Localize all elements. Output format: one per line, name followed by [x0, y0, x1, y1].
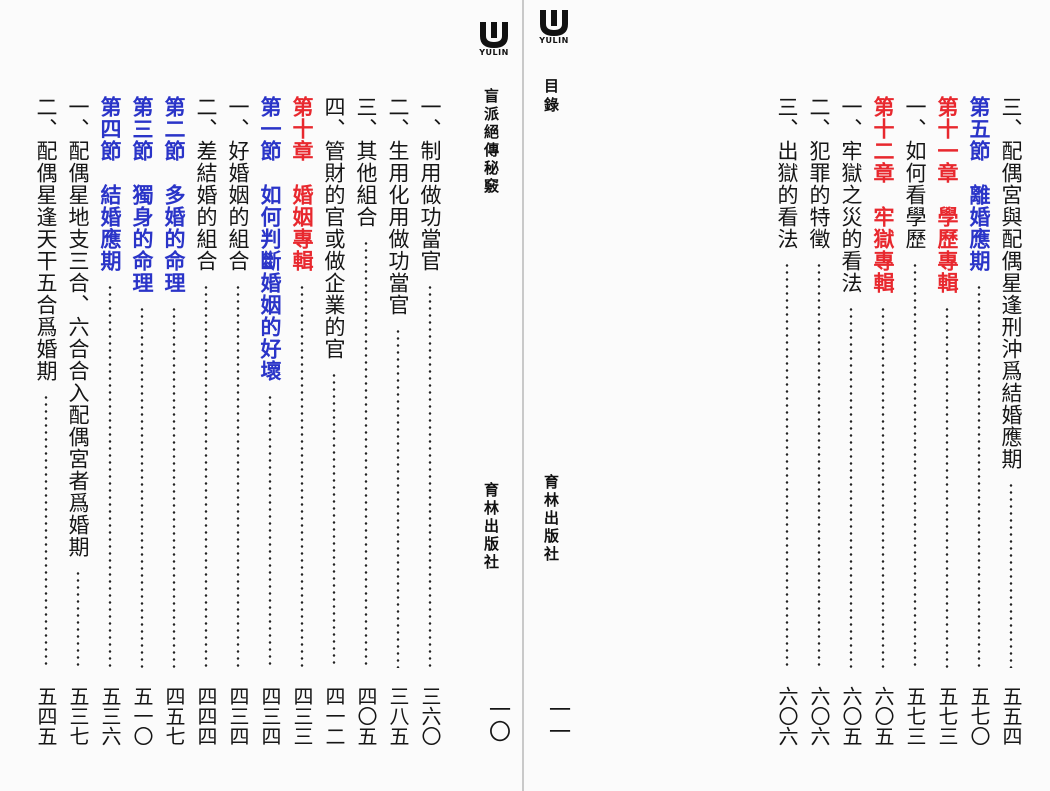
toc-entry-title: 第一節 如何判斷婚姻的好壞 [258, 96, 282, 382]
dot-leader [204, 284, 208, 668]
toc-entry-title: 二、差結婚的組合 [194, 96, 218, 272]
toc-entry-page: 五四五 [34, 686, 58, 746]
toc-entry: 三、出獄的看法六〇六 [772, 96, 802, 746]
toc-entry-page: 六〇六 [807, 686, 831, 746]
publisher-name: 育林出版社 [542, 474, 560, 564]
toc-entry-page: 五七〇 [967, 686, 991, 746]
dot-leader [881, 306, 885, 668]
toc-entry-page: 五一〇 [130, 686, 154, 746]
page-number: 一一 [545, 698, 570, 742]
toc-entry: 二、生用化用做功當官三八五 [383, 96, 413, 746]
toc-entry: 一、好婚姻的組合四三四 [223, 96, 253, 746]
toc-entry-page: 四三四 [258, 686, 282, 746]
toc-section-heading: 第五節 離婚應期五七〇 [964, 96, 994, 746]
dot-leader [172, 306, 176, 668]
logo-wordmark: YULIN [479, 48, 509, 57]
logo-wordmark: YULIN [539, 36, 569, 45]
toc-entry: 二、配偶星逢天干五合爲婚期五四五 [31, 96, 61, 746]
toc-entry-page: 四三四 [226, 686, 250, 746]
toc-entry-title: 二、犯罪的特徵 [807, 96, 831, 250]
toc-entry-page: 五七三 [935, 686, 959, 746]
toc-entry-title: 三、配偶宮與配偶星逢刑沖爲結婚應期 [999, 96, 1023, 470]
toc-entry-title: 一、牢獄之災的看法 [839, 96, 863, 294]
toc-entry-title: 二、配偶星逢天干五合爲婚期 [34, 96, 58, 382]
yulin-logo: YULIN [532, 8, 576, 45]
dot-leader [44, 394, 48, 668]
toc-chapter-heading: 第十一章 學歷專輯五七三 [932, 96, 962, 746]
dot-leader [817, 262, 821, 668]
toc-entry: 三、配偶宮與配偶星逢刑沖爲結婚應期五五四 [996, 96, 1026, 746]
book-title: 盲派絕傳秘竅 [482, 88, 500, 196]
dot-leader [108, 284, 112, 668]
dot-leader [785, 262, 789, 668]
left-page: YULIN 盲派絕傳秘竅 育林出版社 一〇 一、制用做功當官 三六〇 二、生用化用做… [0, 0, 524, 791]
toc-section-heading: 第一節 如何判斷婚姻的好壞四三四 [255, 96, 285, 746]
toc-entry: 一、制用做功當官三六〇 [415, 96, 445, 746]
toc-entry-page: 五三六 [98, 686, 122, 746]
toc-entry-title: 第四節 結婚應期 [98, 96, 122, 272]
dot-leader [300, 284, 304, 668]
toc-entry-page: 六〇五 [871, 686, 895, 746]
toc-entry-page: 四一二 [322, 686, 346, 746]
toc-header: 目錄 [542, 78, 560, 116]
toc-chapter-heading: 第十二章 牢獄專輯六〇五 [868, 96, 898, 746]
toc-entry-title: 第十章 婚姻專輯 [290, 96, 314, 272]
page-number: 一〇 [485, 698, 510, 742]
toc-section-heading: 第三節 獨身的命理五一〇 [127, 96, 157, 746]
toc-entry-title: 四、管財的官或做企業的官 [322, 96, 346, 360]
toc-entry-page: 六〇五 [839, 686, 863, 746]
dot-leader [1009, 482, 1013, 668]
yulin-logo-icon [480, 22, 508, 48]
toc-entry-page: 四〇五 [354, 686, 378, 746]
dot-leader [364, 240, 368, 668]
toc-entry: 一、配偶星地支三合、六合合入配偶宮者爲婚期五三七 [63, 96, 93, 746]
toc-entry-page: 五三七 [66, 686, 90, 746]
toc-entry-page: 四四四 [194, 686, 218, 746]
toc-entry-title: 一、如何看學歷 [903, 96, 927, 250]
toc-entry: 一、如何看學歷五七三 [900, 96, 930, 746]
toc-entry-title: 一、配偶星地支三合、六合合入配偶宮者爲婚期 [66, 96, 90, 558]
toc-entry-title: 三、其他組合 [354, 96, 378, 228]
toc-section-heading: 第四節 結婚應期五三六 [95, 96, 125, 746]
toc-entry-title: 一、制用做功當官 [418, 96, 442, 272]
dot-leader [76, 570, 80, 668]
right-page: YULIN 目錄 育林出版社 一一 三、配偶宮與配偶星逢刑沖爲結婚應期 五五四 第五… [524, 0, 1050, 791]
dot-leader [396, 328, 400, 668]
book-gutter [522, 0, 525, 791]
dot-leader [913, 262, 917, 668]
dot-leader [236, 284, 240, 668]
toc-entry-page: 三六〇 [418, 686, 442, 746]
toc-entry-title: 第十二章 牢獄專輯 [871, 96, 895, 294]
toc-entry-title: 第二節 多婚的命理 [162, 96, 186, 294]
toc-entry: 二、差結婚的組合四四四 [191, 96, 221, 746]
toc-entry-title: 第十一章 學歷專輯 [935, 96, 959, 294]
toc-chapter-heading: 第十章 婚姻專輯四三三 [287, 96, 317, 746]
toc-entry-page: 五五四 [999, 686, 1023, 746]
toc-entry-title: 第五節 離婚應期 [967, 96, 991, 272]
toc-entry-page: 四五七 [162, 686, 186, 746]
dot-leader [977, 284, 981, 668]
yulin-logo-icon [540, 10, 568, 36]
toc-entry-page: 四三三 [290, 686, 314, 746]
toc-entry-title: 三、出獄的看法 [775, 96, 799, 250]
dot-leader [945, 306, 949, 668]
dot-leader [849, 306, 853, 668]
toc-entry: 一、牢獄之災的看法六〇五 [836, 96, 866, 746]
toc-entry-page: 三八五 [386, 686, 410, 746]
dot-leader [428, 284, 432, 668]
dot-leader [268, 394, 272, 668]
dot-leader [332, 372, 336, 668]
publisher-name: 育林出版社 [482, 482, 500, 572]
toc-entry-page: 五七三 [903, 686, 927, 746]
dot-leader [140, 306, 144, 668]
toc-entry-title: 一、好婚姻的組合 [226, 96, 250, 272]
toc-entry: 四、管財的官或做企業的官四一二 [319, 96, 349, 746]
toc-entry: 二、犯罪的特徵六〇六 [804, 96, 834, 746]
toc-section-heading: 第二節 多婚的命理四五七 [159, 96, 189, 746]
toc-entry-page: 六〇六 [775, 686, 799, 746]
toc-entry-title: 第三節 獨身的命理 [130, 96, 154, 294]
toc-entry: 三、其他組合 四〇五 [351, 96, 381, 746]
toc-entry-title: 二、生用化用做功當官 [386, 96, 410, 316]
yulin-logo: YULIN [472, 20, 516, 57]
